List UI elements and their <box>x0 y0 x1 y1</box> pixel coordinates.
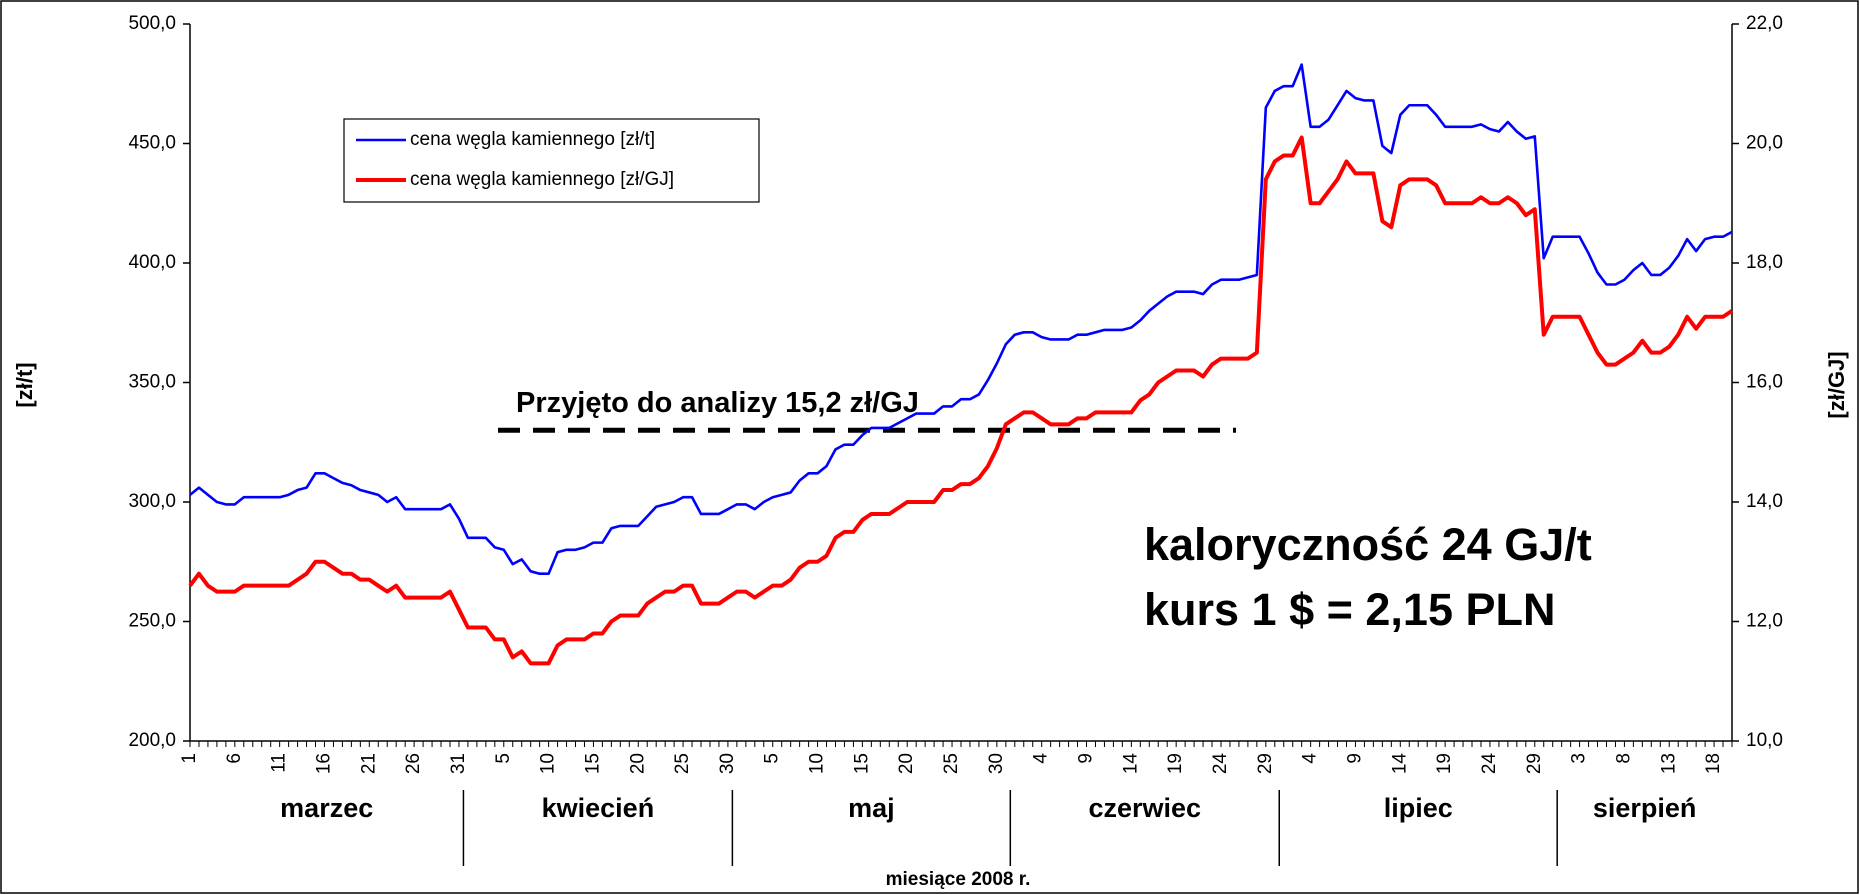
x-tick-label: 4 <box>1031 753 1052 764</box>
x-tick-label: 19 <box>1165 753 1186 774</box>
series-line <box>189 63 1733 575</box>
y2-tick-label: 12,0 <box>1746 611 1783 632</box>
y-tick-label: 450,0 <box>128 133 176 154</box>
reference-label: Przyjęto do analizy 15,2 zł/GJ <box>516 387 919 419</box>
month-label: lipiec <box>1384 793 1453 823</box>
legend-label: cena węgla kamiennego [zł/GJ] <box>410 169 674 190</box>
x-tick-label: 24 <box>1479 753 1500 775</box>
annotation: kurs 1 $ = 2,15 PLN <box>1144 584 1555 635</box>
x-tick-label: 25 <box>672 753 693 774</box>
month-label: czerwiec <box>1088 793 1201 823</box>
y-tick-label: 400,0 <box>128 252 176 273</box>
x-tick-label: 20 <box>896 753 917 774</box>
month-label: kwiecień <box>542 793 655 823</box>
month-label: marzec <box>280 793 373 823</box>
y-tick-label: 350,0 <box>128 372 176 393</box>
x-tick-label: 10 <box>538 753 559 774</box>
x-tick-label: 3 <box>1569 753 1590 764</box>
y2-tick-label: 16,0 <box>1746 372 1783 393</box>
x-tick-label: 29 <box>1255 753 1276 774</box>
x-tick-label: 4 <box>1300 753 1321 764</box>
x-tick-label: 26 <box>403 753 424 774</box>
x-tick-label: 5 <box>493 753 514 764</box>
x-tick-label: 19 <box>1434 753 1455 774</box>
x-tick-label: 13 <box>1658 753 1679 774</box>
y2-tick-label: 10,0 <box>1746 730 1783 751</box>
x-tick-label: 14 <box>1120 753 1141 775</box>
y-tick-label: 250,0 <box>128 611 176 632</box>
x-tick-label: 14 <box>1389 753 1410 775</box>
x-tick-label: 6 <box>224 753 245 764</box>
x-tick-label: 16 <box>313 753 334 774</box>
y2-tick-label: 20,0 <box>1746 133 1783 154</box>
series-line <box>188 135 1734 666</box>
x-tick-label: 11 <box>269 753 290 773</box>
y2-tick-label: 18,0 <box>1746 252 1783 273</box>
x-tick-label: 9 <box>1344 753 1365 764</box>
x-tick-label: 18 <box>1703 753 1724 774</box>
x-tick-label: 30 <box>986 753 1007 774</box>
x-tick-label: 21 <box>358 753 379 774</box>
y2-axis-label: [zł/GJ] <box>1824 351 1849 418</box>
y2-tick-label: 22,0 <box>1746 13 1783 34</box>
annotation: kaloryczność 24 GJ/t <box>1144 519 1592 570</box>
legend-label: cena węgla kamiennego [zł/t] <box>410 129 655 150</box>
x-tick-label: 8 <box>1613 753 1634 764</box>
x-tick-label: 25 <box>941 753 962 774</box>
x-tick-label: 15 <box>582 753 603 774</box>
x-tick-label: 10 <box>807 753 828 774</box>
x-tick-label: 20 <box>627 753 648 774</box>
x-axis-label: miesiące 2008 r. <box>886 869 1031 890</box>
x-tick-label: 9 <box>1076 753 1097 764</box>
x-tick-label: 1 <box>179 753 200 764</box>
x-tick-label: 15 <box>851 753 872 774</box>
x-tick-label: 5 <box>762 753 783 764</box>
x-tick-label: 29 <box>1524 753 1545 774</box>
y-tick-label: 500,0 <box>128 13 176 34</box>
x-tick-label: 24 <box>1210 753 1231 775</box>
y2-tick-label: 14,0 <box>1746 491 1783 512</box>
x-tick-label: 30 <box>717 753 738 774</box>
x-tick-label: 31 <box>448 753 469 774</box>
y-tick-label: 200,0 <box>128 730 176 751</box>
legend-box <box>343 118 760 203</box>
month-label: sierpień <box>1593 793 1697 823</box>
month-label: maj <box>848 793 895 823</box>
y-axis-label: [zł/t] <box>12 362 37 407</box>
y-tick-label: 300,0 <box>128 491 176 512</box>
